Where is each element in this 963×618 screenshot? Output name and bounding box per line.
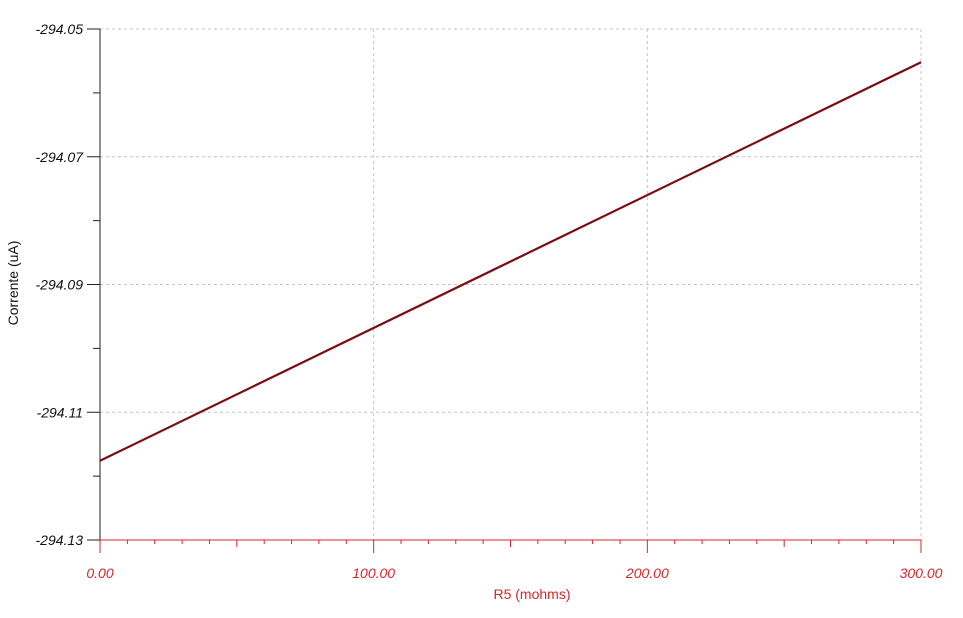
- series-line: [99, 61, 922, 462]
- ticks: -294.05 -294.07 -294.09 -294.11 -294.13 0.00 1…: [36, 21, 943, 581]
- y-axis-title: Corrente (uA): [5, 241, 21, 326]
- x-tick-label: 0.00: [86, 565, 113, 581]
- y-tick-label: -294.09: [36, 277, 84, 293]
- y-tick-label: -294.07: [36, 149, 85, 165]
- series-layer: [99, 61, 922, 462]
- y-tick-label: -294.11: [37, 404, 83, 420]
- y-tick-label: -294.13: [36, 532, 84, 548]
- x-tick-label: 200.00: [625, 565, 669, 581]
- y-tick-label: -294.05: [36, 21, 84, 37]
- x-tick-label: 300.00: [900, 565, 943, 581]
- x-tick-label: 100.00: [352, 565, 395, 581]
- grid: [100, 28, 922, 540]
- x-axis-title: R5 (mohms): [493, 586, 570, 602]
